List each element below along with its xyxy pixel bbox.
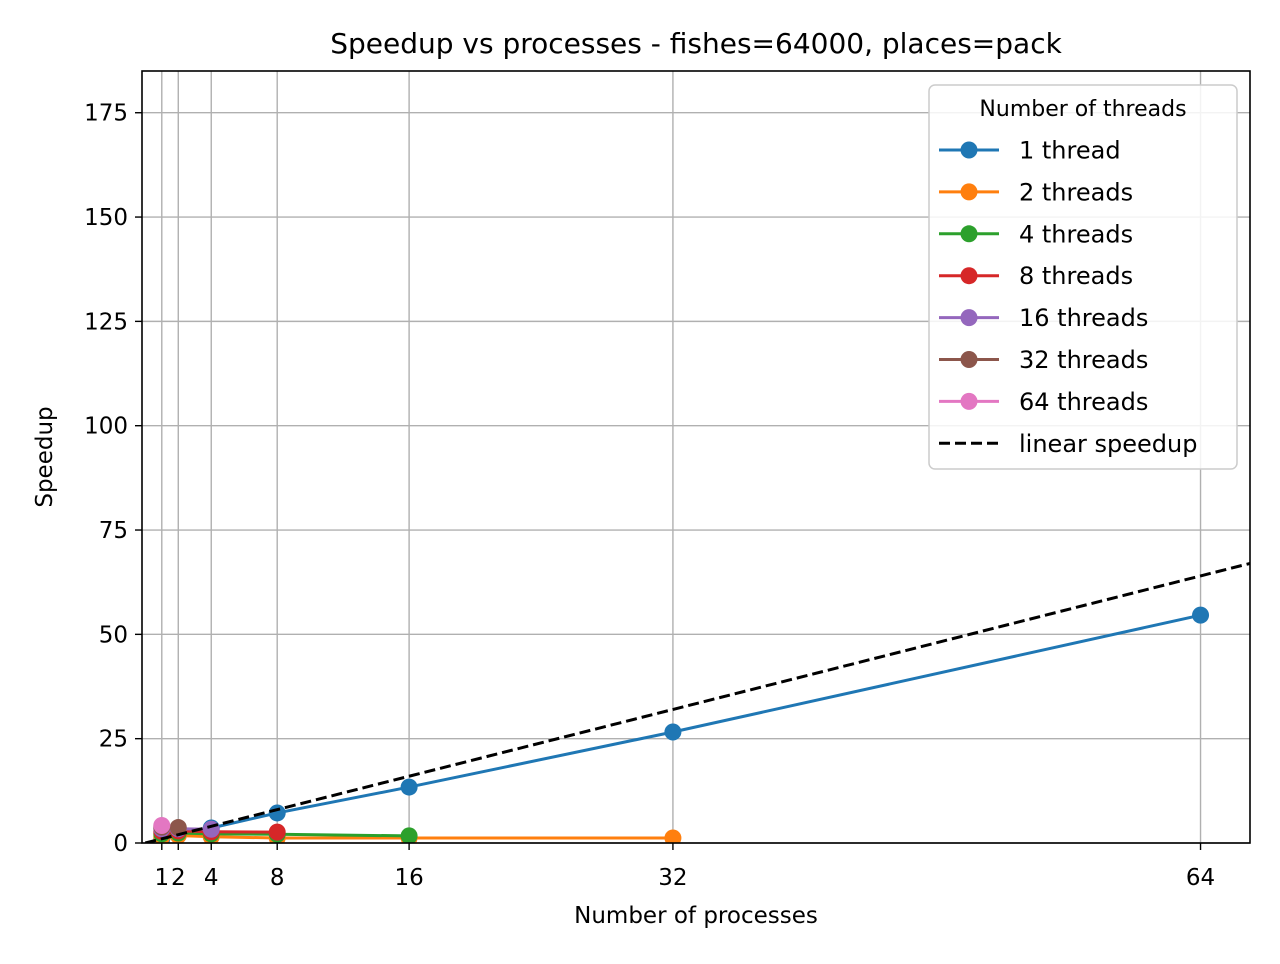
series-64-threads <box>153 817 170 834</box>
data-point <box>153 817 170 834</box>
legend-label: 4 threads <box>1019 220 1133 248</box>
x-tick-label: 16 <box>394 865 423 891</box>
legend-label: 16 threads <box>1019 304 1148 332</box>
y-tick-label: 150 <box>84 205 128 231</box>
legend-label: 1 thread <box>1019 137 1121 165</box>
data-point <box>269 804 286 821</box>
x-tick-label: 4 <box>204 865 219 891</box>
data-point <box>269 824 286 841</box>
x-axis-label: Number of processes <box>574 903 818 929</box>
legend-label: 64 threads <box>1019 388 1148 416</box>
legend-marker <box>961 309 978 326</box>
legend-marker <box>961 183 978 200</box>
legend-marker <box>961 267 978 284</box>
legend-marker <box>961 142 978 159</box>
legend-marker <box>961 225 978 242</box>
y-tick-label: 0 <box>113 831 128 857</box>
legend: Number of threads 1 thread 2 threads 4 thr… <box>929 85 1237 469</box>
y-tick-label: 50 <box>99 622 128 648</box>
y-tick-label: 175 <box>84 101 128 127</box>
legend-label: 8 threads <box>1019 262 1133 290</box>
data-point <box>1192 607 1209 624</box>
x-tick-label: 32 <box>658 865 687 891</box>
x-tick-label: 2 <box>171 865 186 891</box>
y-tick-label: 125 <box>84 309 128 335</box>
legend-label: linear speedup <box>1019 430 1197 458</box>
legend-label: 32 threads <box>1019 346 1148 374</box>
data-point <box>401 779 418 796</box>
y-tick-label: 100 <box>84 414 128 440</box>
y-tick-label: 25 <box>99 727 128 753</box>
chart-title: Speedup vs processes - fishes=64000, pla… <box>330 27 1062 60</box>
x-tick-label: 1 <box>154 865 169 891</box>
y-tick-label: 75 <box>99 518 128 544</box>
legend-label: 2 threads <box>1019 178 1133 206</box>
data-point <box>664 723 681 740</box>
x-tick-label: 8 <box>270 865 285 891</box>
legend-marker <box>961 393 978 410</box>
legend-title: Number of threads <box>979 97 1186 122</box>
legend-marker <box>961 351 978 368</box>
x-tick-label: 64 <box>1186 865 1215 891</box>
y-axis-label: Speedup <box>32 406 58 507</box>
data-point <box>401 827 418 844</box>
